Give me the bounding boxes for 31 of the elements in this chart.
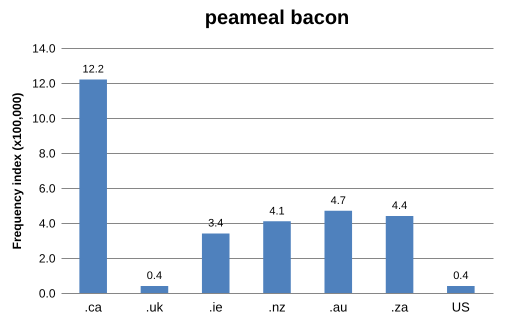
x-tick-label: .nz xyxy=(268,300,286,314)
x-tick-label: .uk xyxy=(146,300,164,314)
y-tick-label: 6.0 xyxy=(38,182,56,196)
y-tick-label: 4.0 xyxy=(38,216,56,230)
bar xyxy=(140,286,168,293)
bar xyxy=(447,286,475,293)
bar xyxy=(324,210,352,293)
y-tick-label: 12.0 xyxy=(32,76,56,90)
x-tick-label: .au xyxy=(329,300,348,314)
bar xyxy=(79,80,107,293)
x-tick-label: .ca xyxy=(84,300,103,314)
chart-title: peameal bacon xyxy=(204,7,350,29)
data-label: 3.4 xyxy=(208,218,224,230)
data-label: 0.4 xyxy=(146,270,162,282)
y-axis-title: Frequency index (x100,000) xyxy=(10,92,24,250)
y-tick-label: 0.0 xyxy=(38,286,56,300)
data-label: 4.1 xyxy=(269,205,285,218)
y-tick-label: 14.0 xyxy=(32,42,56,56)
y-tick-label: 10.0 xyxy=(32,112,56,126)
bar xyxy=(263,221,291,293)
data-label: 0.4 xyxy=(453,270,468,282)
y-tick-label: 8.0 xyxy=(38,146,56,160)
bar xyxy=(386,216,414,293)
y-tick-label: 2.0 xyxy=(38,252,56,266)
data-label: 4.7 xyxy=(330,194,346,207)
data-label: 4.4 xyxy=(392,200,408,212)
x-tick-label: .za xyxy=(390,300,409,314)
data-label: 12.2 xyxy=(82,64,104,76)
x-tick-label: .ie xyxy=(208,300,223,314)
bar xyxy=(202,234,230,293)
x-tick-label: US xyxy=(452,300,470,314)
